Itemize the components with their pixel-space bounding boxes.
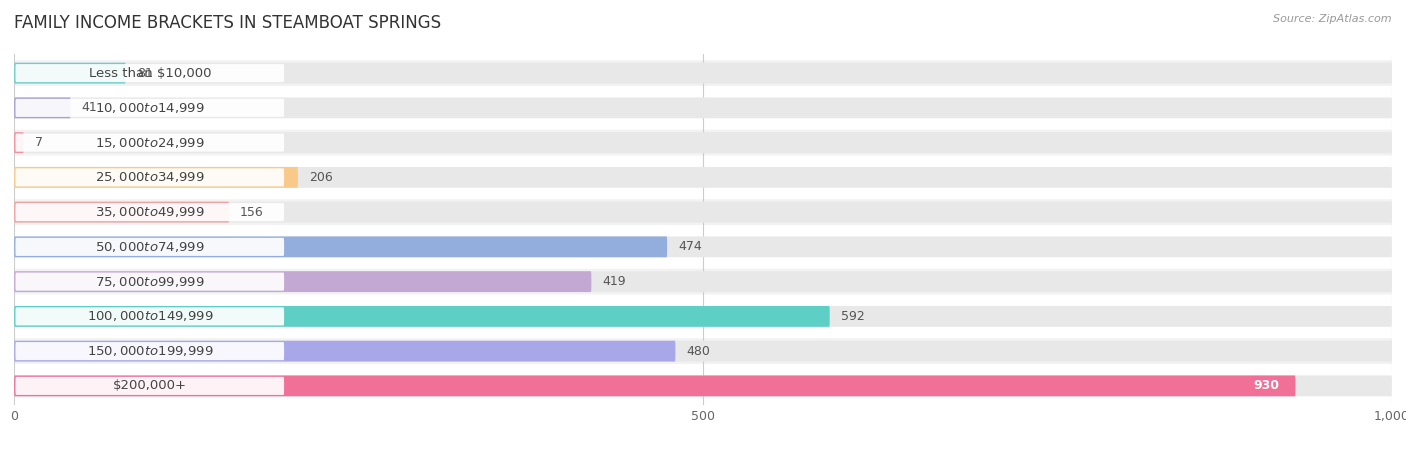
FancyBboxPatch shape	[14, 167, 1392, 188]
FancyBboxPatch shape	[14, 338, 1392, 364]
Text: 206: 206	[309, 171, 333, 184]
Text: $100,000 to $149,999: $100,000 to $149,999	[87, 310, 214, 324]
FancyBboxPatch shape	[15, 168, 284, 186]
FancyBboxPatch shape	[14, 63, 125, 84]
Text: $150,000 to $199,999: $150,000 to $199,999	[87, 344, 214, 358]
FancyBboxPatch shape	[14, 165, 1392, 190]
Text: $25,000 to $34,999: $25,000 to $34,999	[96, 171, 205, 184]
Text: FAMILY INCOME BRACKETS IN STEAMBOAT SPRINGS: FAMILY INCOME BRACKETS IN STEAMBOAT SPRI…	[14, 14, 441, 32]
FancyBboxPatch shape	[15, 377, 284, 395]
FancyBboxPatch shape	[15, 307, 284, 325]
FancyBboxPatch shape	[14, 269, 1392, 294]
FancyBboxPatch shape	[15, 273, 284, 291]
FancyBboxPatch shape	[14, 98, 70, 118]
FancyBboxPatch shape	[14, 271, 1392, 292]
FancyBboxPatch shape	[14, 167, 298, 188]
Text: 41: 41	[82, 101, 97, 114]
FancyBboxPatch shape	[14, 306, 1392, 327]
FancyBboxPatch shape	[14, 271, 592, 292]
Text: 419: 419	[602, 275, 626, 288]
FancyBboxPatch shape	[15, 342, 284, 360]
FancyBboxPatch shape	[14, 375, 1295, 396]
FancyBboxPatch shape	[14, 236, 1392, 257]
FancyBboxPatch shape	[14, 306, 830, 327]
FancyBboxPatch shape	[15, 203, 284, 221]
FancyBboxPatch shape	[14, 132, 1392, 153]
FancyBboxPatch shape	[14, 202, 229, 223]
Text: 81: 81	[136, 67, 153, 80]
FancyBboxPatch shape	[14, 375, 1392, 396]
FancyBboxPatch shape	[14, 234, 1392, 260]
Text: 930: 930	[1253, 379, 1279, 392]
Text: 474: 474	[678, 240, 702, 253]
Text: Source: ZipAtlas.com: Source: ZipAtlas.com	[1274, 14, 1392, 23]
Text: $10,000 to $14,999: $10,000 to $14,999	[96, 101, 205, 115]
FancyBboxPatch shape	[14, 341, 675, 361]
FancyBboxPatch shape	[14, 60, 1392, 86]
FancyBboxPatch shape	[14, 341, 1392, 361]
FancyBboxPatch shape	[15, 134, 284, 152]
FancyBboxPatch shape	[14, 202, 1392, 223]
Text: $75,000 to $99,999: $75,000 to $99,999	[96, 274, 205, 288]
Text: 156: 156	[240, 206, 264, 219]
FancyBboxPatch shape	[14, 132, 24, 153]
FancyBboxPatch shape	[14, 373, 1392, 399]
FancyBboxPatch shape	[14, 63, 1392, 84]
FancyBboxPatch shape	[15, 238, 284, 256]
Text: 480: 480	[686, 345, 710, 358]
FancyBboxPatch shape	[14, 236, 668, 257]
FancyBboxPatch shape	[14, 98, 1392, 118]
Text: Less than $10,000: Less than $10,000	[89, 67, 211, 80]
Text: $35,000 to $49,999: $35,000 to $49,999	[96, 205, 205, 219]
Text: $50,000 to $74,999: $50,000 to $74,999	[96, 240, 205, 254]
Text: $200,000+: $200,000+	[112, 379, 187, 392]
FancyBboxPatch shape	[15, 99, 284, 117]
FancyBboxPatch shape	[14, 303, 1392, 329]
FancyBboxPatch shape	[14, 130, 1392, 156]
Text: 592: 592	[841, 310, 865, 323]
Text: 7: 7	[35, 136, 42, 149]
FancyBboxPatch shape	[15, 64, 284, 82]
FancyBboxPatch shape	[14, 199, 1392, 225]
FancyBboxPatch shape	[14, 95, 1392, 121]
Text: $15,000 to $24,999: $15,000 to $24,999	[96, 135, 205, 149]
